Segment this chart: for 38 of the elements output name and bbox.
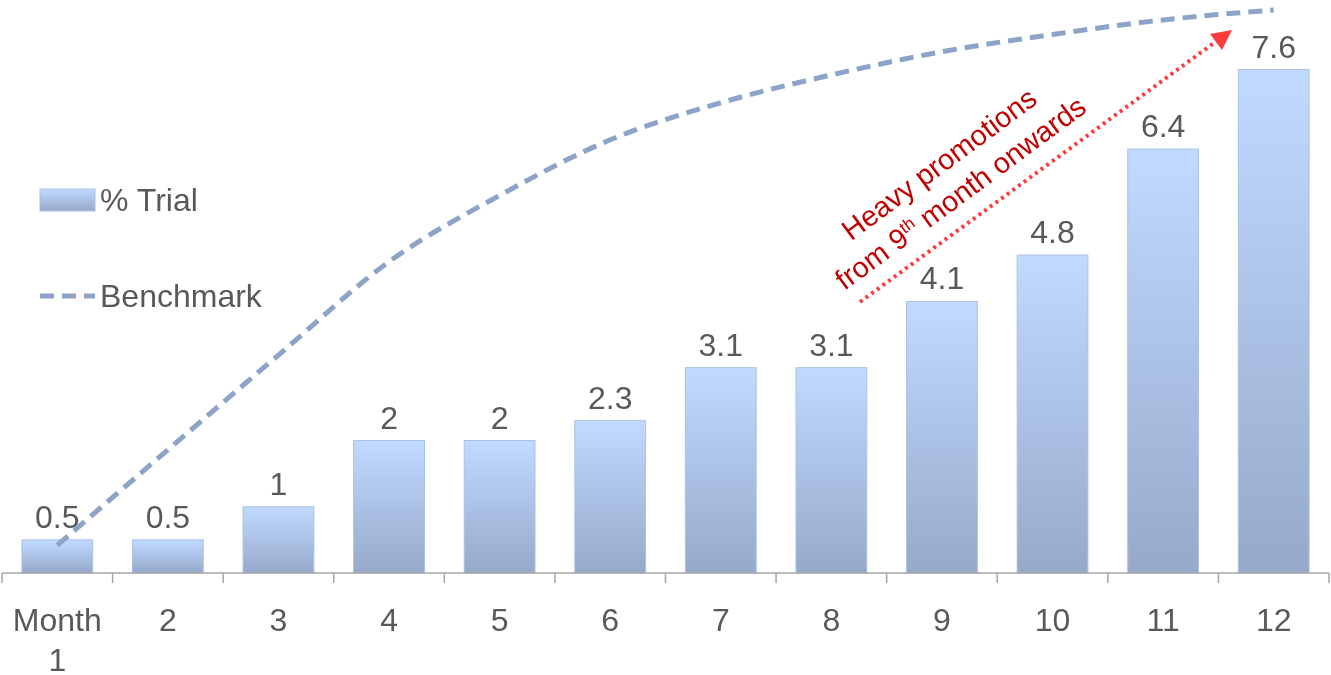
data-label: 1 [269,465,288,502]
bar [1127,148,1200,574]
bar [906,300,978,574]
x-tick-label: 12 [1255,602,1292,638]
bar [1237,69,1310,574]
bar [242,506,315,574]
data-label: 4.8 [1030,214,1075,251]
legend-label: % Trial [100,182,198,218]
data-label: 2.3 [587,379,633,416]
data-label: 0.5 [35,498,80,535]
bar [131,539,204,574]
bar [1016,254,1089,574]
x-tick-label: 2 [158,602,177,638]
data-label: 6.4 [1140,108,1186,145]
data-label: 3.1 [698,326,744,363]
x-tick-label: 7 [711,602,730,638]
legend-label: Benchmark [100,278,263,314]
x-tick-label: 10 [1034,602,1071,638]
data-label: 4.1 [919,260,965,297]
bar [684,367,757,574]
bar [353,440,425,574]
x-tick-label: 11 [1146,602,1180,638]
data-label: 0.5 [145,498,191,535]
bar [463,440,536,574]
bar [574,420,647,574]
bar [21,539,94,574]
x-tick-label: 6 [601,602,620,638]
x-tick-label: Month 1 [12,602,102,675]
x-tick-label: 4 [380,602,398,638]
x-tick-label: 3 [269,602,288,638]
data-label: 3.1 [809,326,854,363]
x-tick-label: 5 [490,602,509,638]
data-label: 7.6 [1251,28,1296,65]
x-tick-label: 8 [822,602,841,638]
data-label: 2 [380,399,398,436]
x-tick-label: 9 [933,602,951,638]
data-label: 2 [490,399,509,436]
bar [795,367,868,574]
